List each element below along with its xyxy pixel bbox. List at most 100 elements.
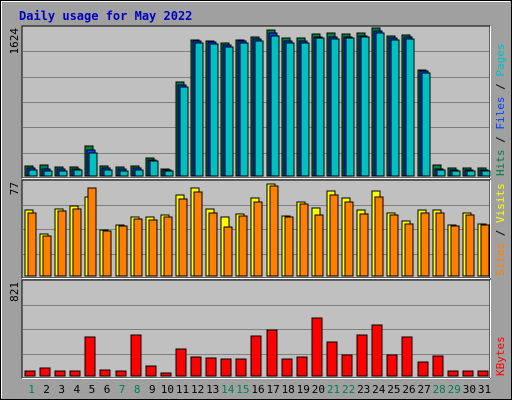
day-label-25: 25 [387,383,400,396]
bar-kbytes-day-29 [447,370,459,377]
bar-kbytes-day-17 [266,329,278,377]
day-label-15: 15 [236,383,249,396]
bar-pages-day-11 [179,86,189,177]
bar-pages-day-29 [451,170,461,177]
x-axis-day-labels: 1 2 3 4 5 6 7 8 9 10 11 12 13 14 15 16 17 18 19 20 21 22 23 24 2… [28,383,491,396]
bar-kbytes-day-7 [115,370,127,377]
day-label-27: 27 [417,383,430,396]
bar-pages-day-27 [421,72,431,177]
bar-sites-day-10 [163,216,173,277]
day-label-12: 12 [191,383,204,396]
bar-sites-day-12 [193,191,203,277]
bar-kbytes-day-8 [130,334,142,377]
bar-kbytes-day-27 [417,361,429,377]
bar-sites-day-16 [253,201,263,277]
bar-pages-day-26 [405,38,415,177]
bar-pages-day-18 [285,42,295,177]
day-label-28: 28 [433,383,446,396]
day-label-14: 14 [221,383,235,396]
day-label-22: 22 [342,383,355,396]
day-label-20: 20 [312,383,325,396]
bar-sites-day-28 [435,212,445,277]
legend-entry-kbytes: KBytes [494,336,507,376]
bar-sites-day-23 [359,213,369,277]
bar-sites-day-19 [299,203,309,277]
day-label-9: 9 [149,383,156,396]
bar-sites-day-7 [118,225,128,277]
day-label-30: 30 [463,383,476,396]
bar-pages-day-14 [224,46,234,177]
legend-separator: / [494,223,507,243]
bar-sites-day-14 [223,226,233,277]
legend-separator: / [494,130,507,150]
bar-pages-day-30 [466,170,476,177]
bar-sites-day-30 [465,214,475,277]
bar-kbytes-day-20 [311,317,323,377]
bar-pages-day-8 [134,169,144,177]
bar-kbytes-day-21 [326,341,338,377]
bar-pages-day-20 [315,37,325,177]
bar-pages-day-21 [330,38,340,177]
bar-kbytes-day-4 [69,370,81,377]
bar-sites-day-3 [57,210,67,277]
bar-pages-day-2 [43,170,53,177]
bar-pages-day-4 [73,169,83,177]
legend-entry-visits: Visits [494,183,507,223]
bar-kbytes-day-5 [84,336,96,377]
bar-sites-day-15 [238,215,248,277]
panel-kbytes: 821 KBytes [8,279,507,379]
bar-sites-day-4 [72,208,82,277]
bar-kbytes-day-22 [341,354,353,377]
bar-sites-day-29 [450,225,460,277]
bar-sites-day-1 [27,212,37,277]
bar-kbytes-day-24 [371,324,383,377]
bar-sites-day-31 [480,224,490,277]
bar-pages-day-15 [239,42,249,177]
bar-sites-day-24 [374,196,384,277]
bar-kbytes-day-6 [99,369,111,377]
bar-pages-day-6 [103,169,113,177]
bar-pages-day-10 [164,170,174,177]
day-label-24: 24 [372,383,386,396]
bar-sites-day-26 [404,223,414,277]
y-max-label: 821 [8,282,21,302]
bar-pages-day-19 [300,42,310,177]
bar-pages-day-1 [28,169,38,177]
legend-separator: / [494,77,507,97]
day-label-26: 26 [402,383,415,396]
bar-kbytes-day-28 [432,355,444,377]
bar-kbytes-day-15 [235,358,247,377]
legend-entry-sites: Sites [494,243,507,276]
bar-kbytes-day-13 [205,357,217,377]
bar-pages-day-28 [436,169,446,177]
day-label-10: 10 [161,383,174,396]
bar-sites-day-11 [178,198,188,277]
day-label-5: 5 [89,383,96,396]
bar-sites-day-2 [42,235,52,277]
bar-sites-day-13 [208,212,218,277]
bar-kbytes-day-16 [250,335,262,377]
bar-kbytes-day-10 [160,372,172,377]
legend-entry-hits: Hits [494,150,507,177]
day-label-1: 1 [28,383,35,396]
panel-sites-visits: 77 Sites / Visits [8,179,507,279]
y-max-label: 1624 [8,28,21,55]
legend: KBytes [494,336,507,376]
day-label-13: 13 [206,383,219,396]
panel-hits-files-pages: 1624 Hits / Files / Pages [8,25,507,179]
bar-sites-day-8 [133,218,143,277]
bar-pages-day-16 [254,40,264,177]
bar-pages-day-25 [390,39,400,177]
bar-kbytes-day-1 [24,370,36,377]
bar-kbytes-day-14 [220,358,232,377]
bar-kbytes-day-30 [462,370,474,377]
bar-pages-day-13 [209,43,219,177]
legend-entry-pages: Pages [494,44,507,77]
bar-pages-day-22 [345,37,355,177]
day-label-17: 17 [266,383,279,396]
y-max-label: 77 [8,182,21,195]
bar-pages-day-17 [270,35,280,177]
bar-sites-day-27 [420,212,430,277]
